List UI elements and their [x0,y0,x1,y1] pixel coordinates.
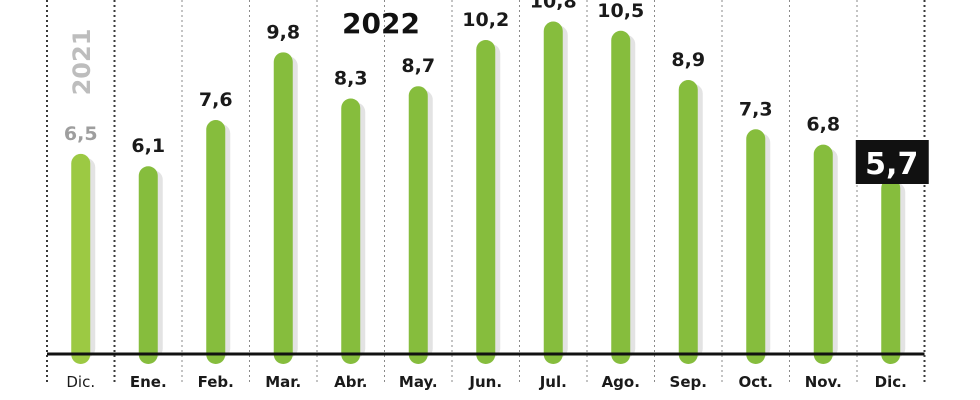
value-label: 8,7 [401,55,435,77]
x-tick-label: Dic. [66,373,95,391]
x-tick-label: Mar. [265,373,301,391]
x-tick-label: Ago. [602,373,640,391]
x-tick-label: Feb. [198,373,234,391]
bar-abr-4 [341,98,361,365]
value-label-highlight: 5,7 [865,147,918,182]
x-tick-label: Jun. [468,373,502,391]
bar-dic-0 [71,153,91,364]
value-label: 9,8 [266,21,300,43]
value-label: 10,5 [597,0,644,22]
bar-jun-6 [476,40,496,364]
x-tick-label: Oct. [738,373,773,391]
value-label: 7,6 [199,89,233,111]
bar-ene-1 [138,166,158,364]
value-label: 6,5 [64,123,98,145]
value-label: 6,1 [131,135,165,157]
bar-sep-9 [678,80,698,364]
bar-ago-8 [611,30,631,365]
bar-mar-3 [273,52,293,364]
bar-feb-2 [206,120,226,364]
value-label: 6,8 [806,114,840,136]
bar-dic-12 [881,178,901,364]
value-label: 8,9 [671,49,705,71]
bar-jul-7 [543,21,563,365]
x-tick-label: May. [399,373,438,391]
bar-oct-10 [746,129,766,364]
x-tick-label: Ene. [130,373,167,391]
x-tick-label: Sep. [670,373,707,391]
value-label: 10,8 [530,0,577,13]
value-label: 7,3 [739,98,773,120]
x-tick-label: Nov. [805,373,842,391]
year-label-2022: 2022 [342,7,420,40]
x-tick-label: Dic. [875,373,907,391]
value-labels: 6,5 6,1 7,6 9,8 8,3 8,7 10,2 10,8 10,5 8,9 7,3 6,8 5… [64,0,929,184]
year-label-2021: 2021 [68,29,96,96]
bars [71,21,906,365]
highlight-label-box [855,140,929,184]
x-axis-ticks: Dic. Ene. Feb. Mar. Abr. May. Jun. Jul. Ago. Sep.… [66,373,906,391]
x-tick-label: Jul. [539,373,567,391]
value-label: 10,2 [462,9,509,31]
bar-nov-11 [813,144,833,364]
column-separators [46,0,926,385]
bar-may-5 [408,86,428,364]
value-label: 8,3 [334,68,368,90]
x-tick-label: Abr. [334,373,367,391]
